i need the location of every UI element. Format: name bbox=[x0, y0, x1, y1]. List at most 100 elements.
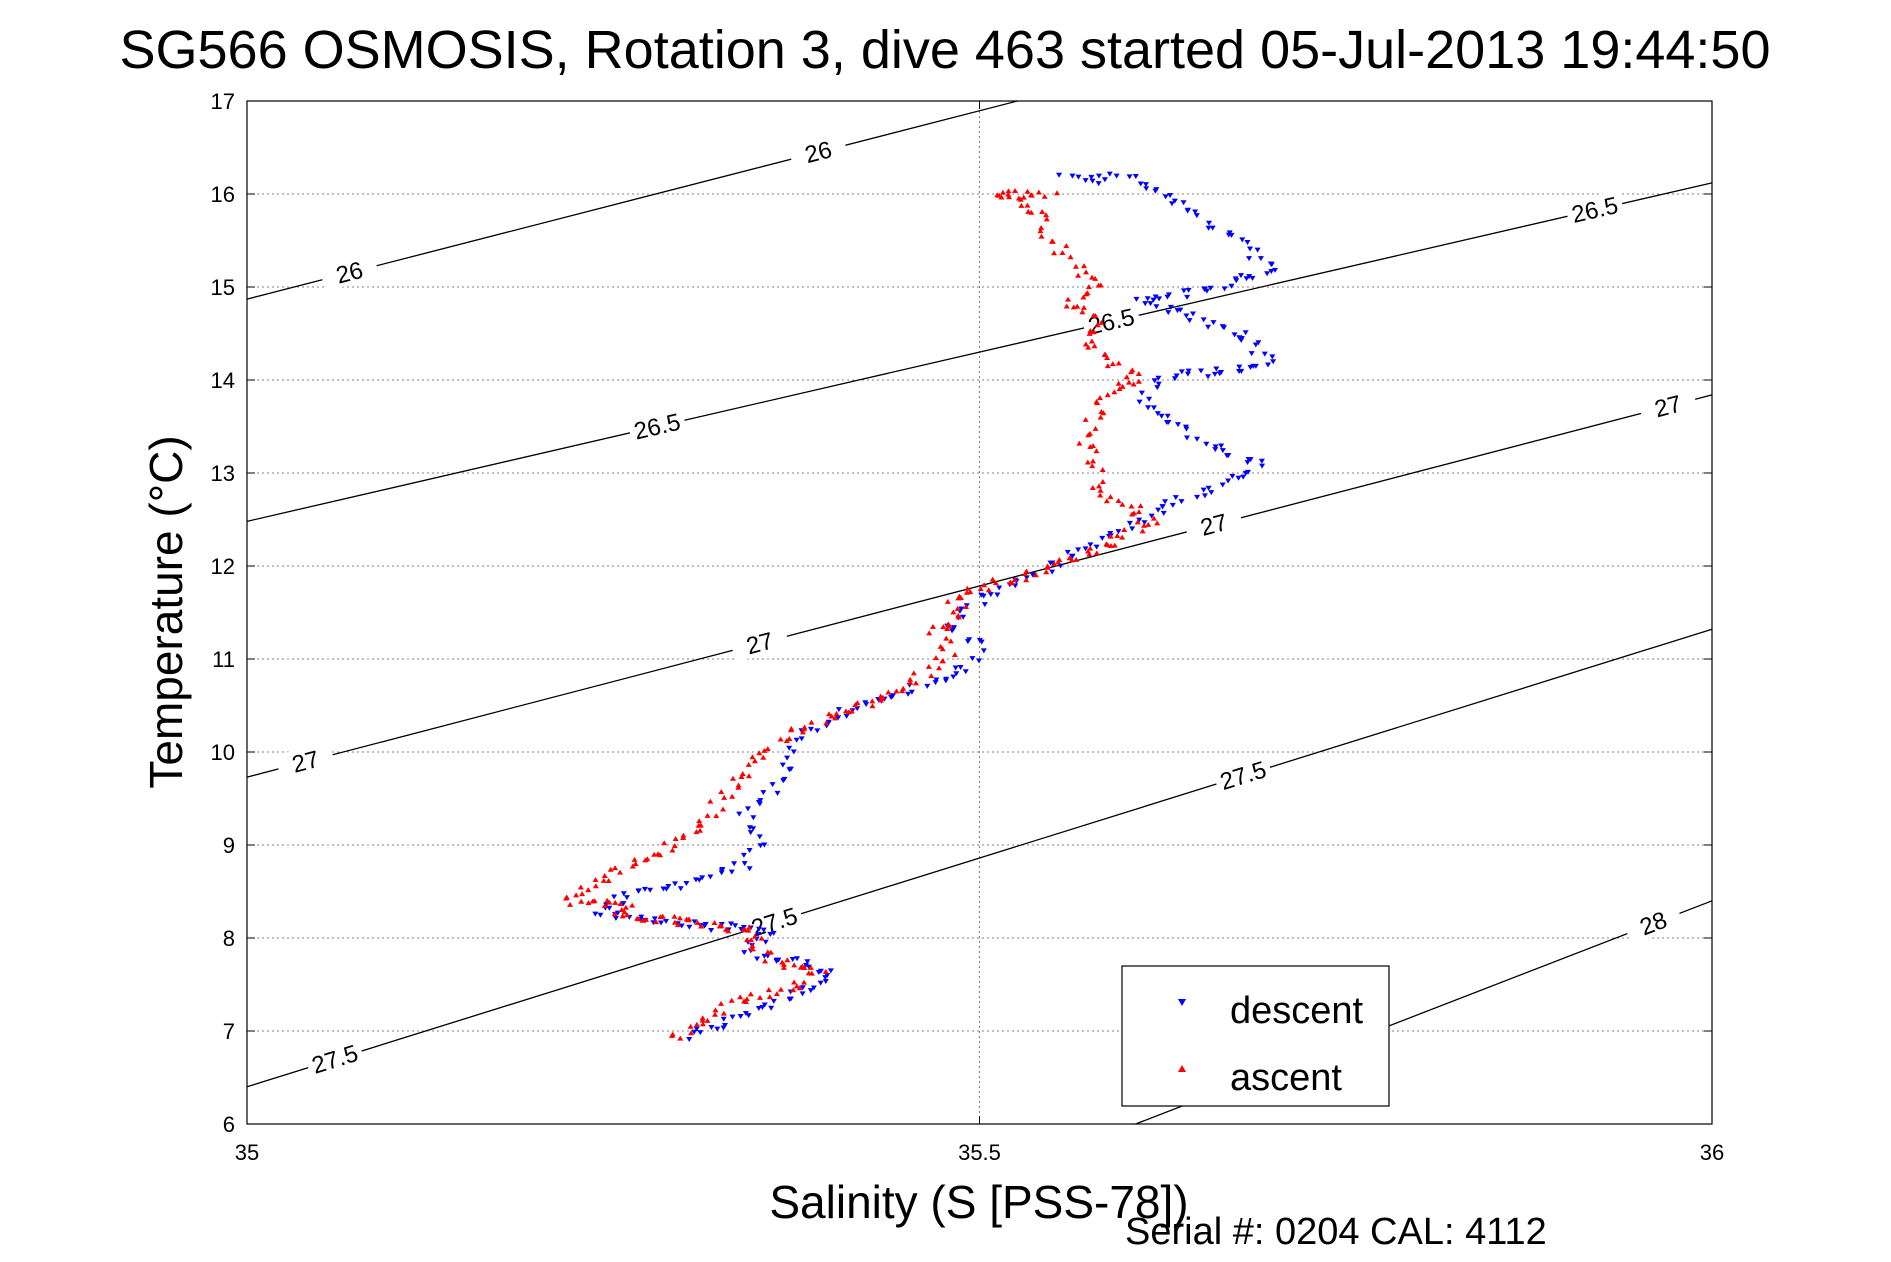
descent-point bbox=[647, 887, 654, 893]
descent-point bbox=[1142, 301, 1149, 307]
descent-point bbox=[768, 1005, 775, 1011]
y-tick-label: 13 bbox=[211, 461, 235, 486]
ascent-point bbox=[1037, 228, 1044, 234]
ascent-point bbox=[780, 964, 787, 970]
descent-point bbox=[1155, 381, 1162, 387]
descent-point bbox=[1049, 569, 1056, 575]
ascent-point bbox=[669, 1031, 676, 1037]
descent-point bbox=[1219, 324, 1226, 330]
ascent-point bbox=[1006, 194, 1013, 200]
descent-point bbox=[976, 638, 983, 644]
ascent-point bbox=[790, 987, 797, 993]
descent-point bbox=[750, 826, 757, 832]
ascent-point bbox=[932, 655, 939, 661]
descent-point bbox=[1156, 296, 1163, 302]
ascent-point bbox=[823, 720, 830, 726]
ascent-point bbox=[693, 829, 700, 835]
ascent-point bbox=[779, 959, 786, 965]
ascent-point bbox=[1018, 202, 1025, 208]
x-tick-label: 36 bbox=[1700, 1140, 1724, 1165]
descent-point bbox=[1082, 546, 1089, 552]
descent-point bbox=[1107, 530, 1114, 536]
ascent-point bbox=[671, 843, 678, 849]
contour-label-background bbox=[787, 131, 849, 171]
descent-point bbox=[1082, 178, 1089, 184]
ascent-point bbox=[657, 914, 664, 920]
legend-descent-label: descent bbox=[1230, 990, 1364, 1032]
descent-point bbox=[728, 869, 735, 875]
descent-point bbox=[761, 842, 768, 848]
descent-point bbox=[1255, 340, 1262, 346]
ascent-point bbox=[1035, 189, 1042, 195]
descent-point bbox=[1211, 371, 1218, 377]
y-tick-label: 12 bbox=[211, 554, 235, 579]
contour-label-background bbox=[303, 1037, 366, 1080]
descent-point bbox=[1246, 274, 1253, 280]
ascent-point bbox=[712, 1007, 719, 1013]
descent-point bbox=[1218, 443, 1225, 449]
ascent-point bbox=[607, 866, 614, 872]
ascent-point bbox=[832, 715, 839, 721]
descent-point bbox=[953, 671, 960, 677]
descent-point bbox=[1192, 209, 1199, 215]
descent-point bbox=[1155, 375, 1162, 381]
descent-point bbox=[740, 852, 747, 858]
ascent-point bbox=[707, 798, 714, 804]
descent-point bbox=[1175, 422, 1182, 428]
ascent-point bbox=[777, 986, 784, 992]
descent-point bbox=[741, 861, 748, 867]
descent-point bbox=[1113, 173, 1120, 179]
descent-point bbox=[1221, 286, 1228, 292]
ascent-point bbox=[1041, 193, 1048, 199]
descent-point bbox=[1184, 294, 1191, 300]
ascent-point bbox=[669, 847, 676, 853]
descent-point bbox=[843, 713, 850, 719]
descent-point bbox=[980, 648, 987, 654]
ascent-point bbox=[1021, 571, 1028, 577]
descent-point bbox=[932, 680, 939, 686]
ascent-point bbox=[1020, 194, 1027, 200]
chart-title: SG566 OSMOSIS, Rotation 3, dive 463 star… bbox=[120, 20, 1771, 80]
descent-point bbox=[1132, 173, 1139, 179]
descent-point bbox=[1158, 413, 1165, 419]
descent-point bbox=[760, 927, 767, 933]
descent-point bbox=[1268, 268, 1275, 274]
descent-point bbox=[757, 843, 764, 849]
ascent-point bbox=[728, 997, 735, 1003]
ascent-point bbox=[761, 747, 768, 753]
descent-point bbox=[1212, 444, 1219, 450]
contour-label: 27 bbox=[1652, 390, 1685, 423]
descent-point bbox=[714, 1026, 721, 1032]
descent-point bbox=[1101, 177, 1108, 183]
descent-point bbox=[754, 956, 761, 962]
descent-point bbox=[1095, 181, 1102, 187]
ascent-point bbox=[1012, 188, 1019, 194]
descent-point bbox=[827, 968, 834, 974]
descent-point bbox=[1212, 447, 1219, 453]
descent-point bbox=[835, 707, 842, 713]
descent-point bbox=[597, 912, 604, 918]
descent-point bbox=[691, 1029, 698, 1035]
descent-point bbox=[969, 656, 976, 662]
ascent-point bbox=[695, 822, 702, 828]
ascent-point bbox=[1087, 327, 1094, 333]
descent-point bbox=[1164, 413, 1171, 419]
y-tick-label: 6 bbox=[223, 1112, 235, 1137]
ascent-point bbox=[1129, 367, 1136, 373]
descent-point bbox=[1198, 368, 1205, 374]
descent-point bbox=[1201, 493, 1208, 499]
ascent-point bbox=[749, 754, 756, 760]
descent-point bbox=[718, 870, 725, 876]
descent-point bbox=[1143, 186, 1150, 192]
ascent-point bbox=[1135, 371, 1142, 377]
ascent-point bbox=[1072, 263, 1079, 269]
descent-point bbox=[1232, 276, 1239, 282]
ascent-point bbox=[947, 638, 954, 644]
ascent-point bbox=[939, 658, 946, 664]
ascent-point bbox=[1083, 269, 1090, 275]
ascent-point bbox=[765, 987, 772, 993]
descent-point bbox=[1057, 563, 1064, 569]
descent-point bbox=[1064, 549, 1071, 555]
ascent-point bbox=[801, 724, 808, 730]
ascent-point bbox=[1032, 572, 1039, 578]
